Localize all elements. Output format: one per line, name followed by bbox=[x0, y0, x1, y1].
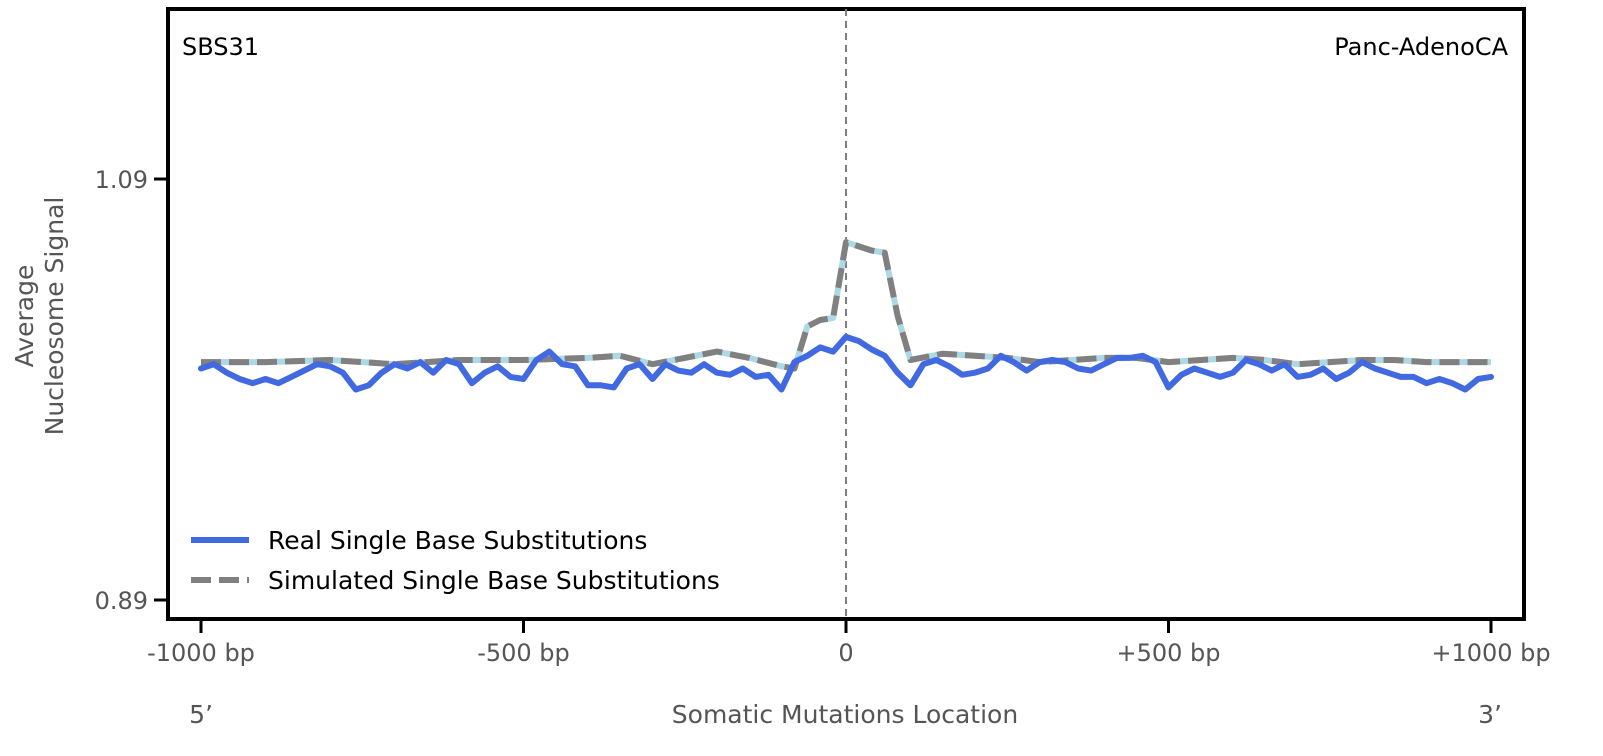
x-tick-label: +500 bp bbox=[1116, 639, 1220, 667]
three-prime-label: 3’ bbox=[1478, 700, 1502, 729]
simulated-series-line bbox=[201, 239, 1491, 372]
y-axis-title-line1: Average bbox=[10, 265, 39, 368]
y-axis: 1.09 0.89 bbox=[95, 166, 168, 615]
x-tick-label: 0 bbox=[838, 639, 853, 667]
series-layer bbox=[198, 239, 1494, 393]
five-prime-label: 5’ bbox=[189, 700, 213, 729]
legend-label-real: Real Single Base Substitutions bbox=[268, 526, 647, 555]
x-tick-label: -500 bp bbox=[477, 639, 570, 667]
legend: Real Single Base Substitutions Simulated… bbox=[191, 526, 720, 595]
real-series-line bbox=[198, 333, 1494, 393]
y-tick-label: 0.89 bbox=[95, 587, 148, 615]
y-axis-title-line2: Nucleosome Signal bbox=[40, 197, 69, 436]
cancer-type-label: Panc-AdenoCA bbox=[1334, 33, 1508, 61]
legend-label-simulated: Simulated Single Base Substitutions bbox=[268, 566, 720, 595]
x-tick-label: -1000 bp bbox=[147, 639, 255, 667]
x-axis: -1000 bp -500 bp 0 +500 bp +1000 bp bbox=[147, 619, 1551, 667]
signature-label: SBS31 bbox=[182, 33, 259, 61]
x-tick-label: +1000 bp bbox=[1431, 639, 1550, 667]
x-axis-title: Somatic Mutations Location bbox=[672, 700, 1018, 729]
y-tick-label: 1.09 bbox=[95, 166, 148, 194]
